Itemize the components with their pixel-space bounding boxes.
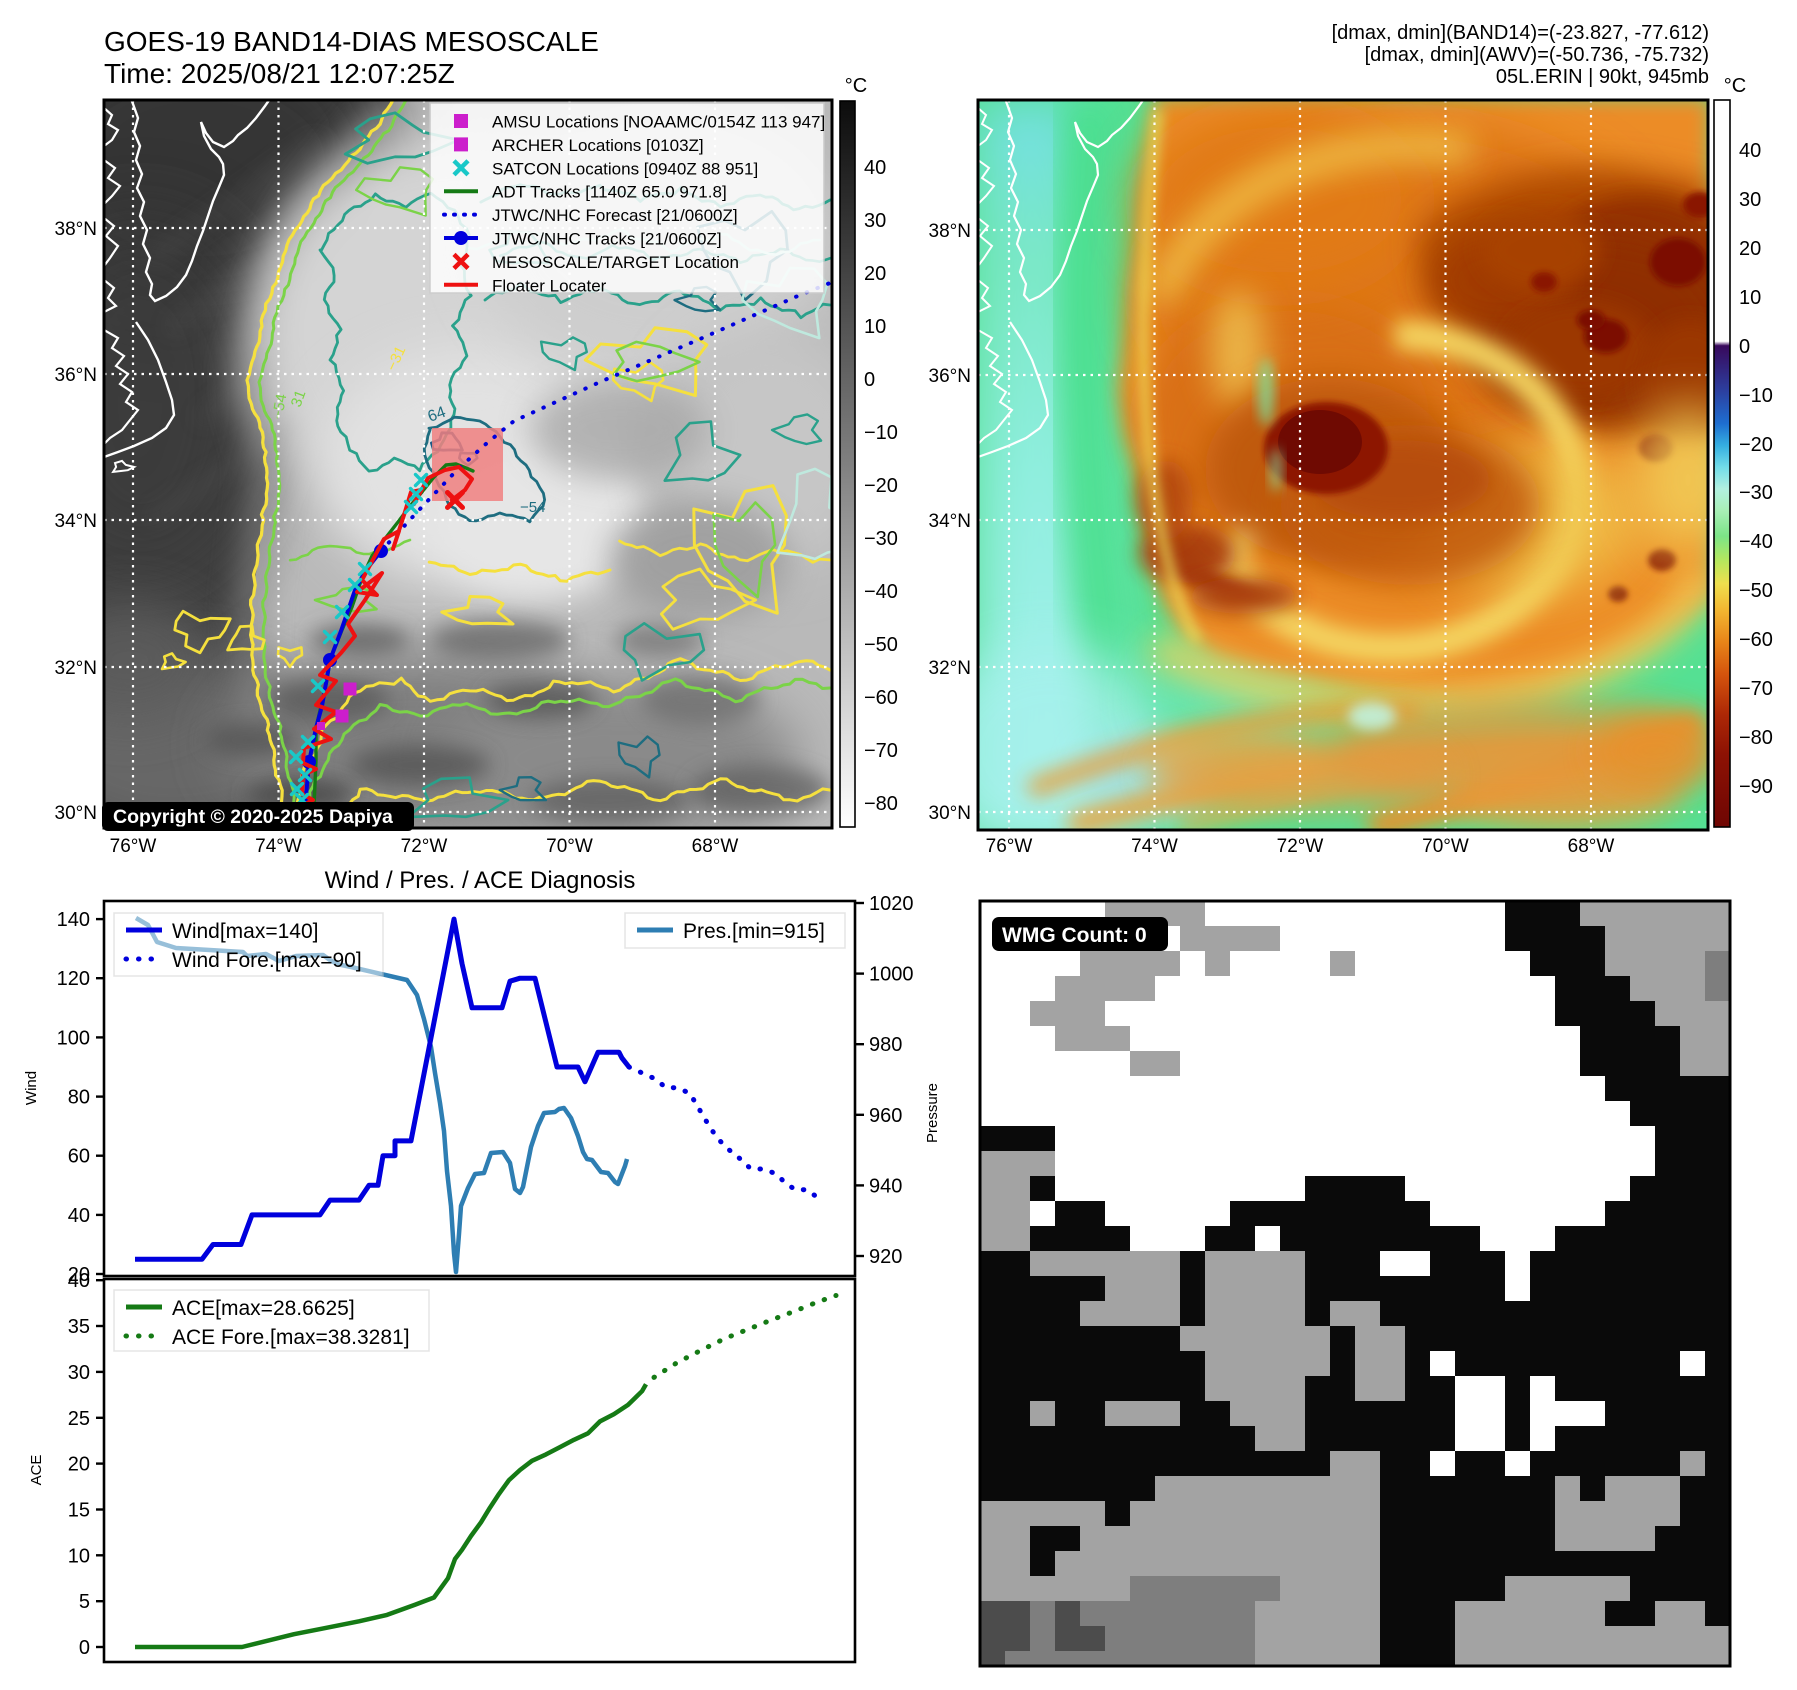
svg-text:Wind: Wind — [23, 1071, 40, 1105]
svg-text:ARCHER Locations [0103Z]: ARCHER Locations [0103Z] — [492, 136, 704, 155]
svg-text:JTWC/NHC Tracks [21/0600Z]: JTWC/NHC Tracks [21/0600Z] — [492, 230, 722, 249]
svg-text:76°W: 76°W — [110, 836, 157, 857]
svg-text:Pressure: Pressure — [924, 1083, 941, 1143]
svg-text:−20: −20 — [1739, 434, 1773, 456]
svg-text:72°W: 72°W — [1277, 836, 1324, 857]
svg-text:ACE[max=28.6625]: ACE[max=28.6625] — [172, 1297, 355, 1320]
svg-text:−60: −60 — [864, 687, 898, 709]
svg-text:76°W: 76°W — [986, 836, 1033, 857]
svg-text:ACE Fore.[max=38.3281]: ACE Fore.[max=38.3281] — [172, 1326, 410, 1349]
svg-text:Wind / Pres. / ACE Diagnosis: Wind / Pres. / ACE Diagnosis — [325, 867, 636, 894]
svg-text:−30: −30 — [864, 528, 898, 550]
svg-text:°C: °C — [845, 75, 867, 97]
svg-text:30: 30 — [864, 210, 886, 232]
svg-text:40: 40 — [68, 1270, 90, 1292]
svg-text:−50: −50 — [864, 634, 898, 656]
svg-text:36°N: 36°N — [55, 365, 97, 386]
svg-text:−54: −54 — [520, 499, 545, 516]
svg-text:GOES-19 BAND14-DIAS MESOSCALE: GOES-19 BAND14-DIAS MESOSCALE — [104, 26, 599, 57]
svg-text:1000: 1000 — [869, 964, 914, 986]
svg-text:20: 20 — [864, 263, 886, 285]
svg-text:−10: −10 — [864, 422, 898, 444]
svg-text:−54: −54 — [269, 393, 290, 421]
svg-text:ACE: ACE — [28, 1455, 45, 1486]
svg-text:[dmax, dmin](AWV)=(-50.736, -7: [dmax, dmin](AWV)=(-50.736, -75.732) — [1365, 44, 1709, 66]
svg-text:0: 0 — [864, 369, 875, 391]
svg-text:°C: °C — [1724, 75, 1746, 97]
svg-text:SATCON Locations [0940Z 88 951: SATCON Locations [0940Z 88 951] — [492, 159, 758, 178]
svg-text:32°N: 32°N — [55, 658, 97, 679]
svg-text:30°N: 30°N — [55, 803, 97, 824]
svg-text:60: 60 — [68, 1146, 90, 1168]
svg-text:40: 40 — [68, 1205, 90, 1227]
svg-text:38°N: 38°N — [55, 219, 97, 240]
svg-text:−60: −60 — [1739, 629, 1773, 651]
svg-text:36°N: 36°N — [929, 366, 971, 387]
svg-text:[dmax, dmin](BAND14)=(-23.827,: [dmax, dmin](BAND14)=(-23.827, -77.612) — [1332, 22, 1709, 44]
svg-text:30: 30 — [1739, 189, 1761, 211]
svg-text:−20: −20 — [864, 475, 898, 497]
svg-text:0: 0 — [79, 1637, 90, 1659]
svg-text:Pres.[min=915]: Pres.[min=915] — [683, 920, 825, 943]
svg-text:MESOSCALE/TARGET Location: MESOSCALE/TARGET Location — [492, 253, 739, 272]
svg-text:20: 20 — [68, 1264, 90, 1286]
svg-text:35: 35 — [68, 1316, 90, 1338]
svg-text:JTWC/NHC Forecast [21/0600Z]: JTWC/NHC Forecast [21/0600Z] — [492, 206, 738, 225]
svg-text:−30: −30 — [1739, 482, 1773, 504]
svg-text:Copyright © 2020-2025 Dapiya: Copyright © 2020-2025 Dapiya — [113, 806, 393, 828]
svg-text:WMG Count: 0: WMG Count: 0 — [1002, 924, 1147, 947]
svg-text:−70: −70 — [1739, 678, 1773, 700]
svg-text:10: 10 — [864, 316, 886, 338]
svg-text:100: 100 — [57, 1027, 90, 1049]
svg-text:72°W: 72°W — [401, 836, 448, 857]
svg-text:−10: −10 — [1739, 385, 1773, 407]
svg-text:−80: −80 — [1739, 727, 1773, 749]
svg-text:40: 40 — [864, 157, 886, 179]
svg-text:10: 10 — [68, 1545, 90, 1567]
svg-text:960: 960 — [869, 1105, 902, 1127]
svg-text:120: 120 — [57, 968, 90, 990]
svg-text:30°N: 30°N — [929, 803, 971, 824]
svg-text:980: 980 — [869, 1034, 902, 1056]
svg-text:−70: −70 — [864, 740, 898, 762]
svg-text:140: 140 — [57, 909, 90, 931]
svg-text:10: 10 — [1739, 287, 1761, 309]
svg-text:70°W: 70°W — [546, 836, 593, 857]
svg-text:Wind Fore.[max=90]: Wind Fore.[max=90] — [172, 949, 362, 972]
svg-text:80: 80 — [68, 1087, 90, 1109]
svg-text:Floater Locater: Floater Locater — [492, 276, 607, 295]
svg-text:−50: −50 — [1739, 580, 1773, 602]
svg-text:920: 920 — [869, 1246, 902, 1268]
svg-text:5: 5 — [79, 1591, 90, 1613]
svg-text:74°W: 74°W — [1131, 836, 1178, 857]
svg-text:34°N: 34°N — [929, 511, 971, 532]
svg-text:31: 31 — [288, 388, 310, 409]
svg-text:Time: 2025/08/21 12:07:25Z: Time: 2025/08/21 12:07:25Z — [104, 58, 455, 89]
svg-text:1020: 1020 — [869, 893, 914, 915]
svg-text:−40: −40 — [864, 581, 898, 603]
svg-text:32°N: 32°N — [929, 658, 971, 679]
svg-text:AMSU Locations [NOAAMC/0154Z 1: AMSU Locations [NOAAMC/0154Z 113 947] — [492, 113, 825, 132]
svg-text:38°N: 38°N — [929, 221, 971, 242]
svg-text:25: 25 — [68, 1408, 90, 1430]
svg-text:15: 15 — [68, 1500, 90, 1522]
svg-text:68°W: 68°W — [1568, 836, 1615, 857]
svg-text:ADT Tracks [1140Z 65.0 971.8]: ADT Tracks [1140Z 65.0 971.8] — [492, 183, 727, 202]
svg-text:70°W: 70°W — [1422, 836, 1469, 857]
svg-text:940: 940 — [869, 1175, 902, 1197]
svg-text:Wind[max=140]: Wind[max=140] — [172, 920, 319, 943]
svg-text:30: 30 — [68, 1362, 90, 1384]
svg-text:68°W: 68°W — [692, 836, 739, 857]
svg-text:−80: −80 — [864, 793, 898, 815]
svg-text:40: 40 — [1739, 140, 1761, 162]
svg-text:34°N: 34°N — [55, 511, 97, 532]
svg-text:20: 20 — [1739, 238, 1761, 260]
svg-text:05L.ERIN | 90kt, 945mb: 05L.ERIN | 90kt, 945mb — [1496, 66, 1709, 88]
svg-text:64: 64 — [426, 404, 449, 426]
svg-text:74°W: 74°W — [255, 836, 302, 857]
svg-text:−90: −90 — [1739, 776, 1773, 798]
svg-text:20: 20 — [68, 1454, 90, 1476]
svg-text:−40: −40 — [1739, 531, 1773, 553]
svg-text:0: 0 — [1739, 336, 1750, 358]
